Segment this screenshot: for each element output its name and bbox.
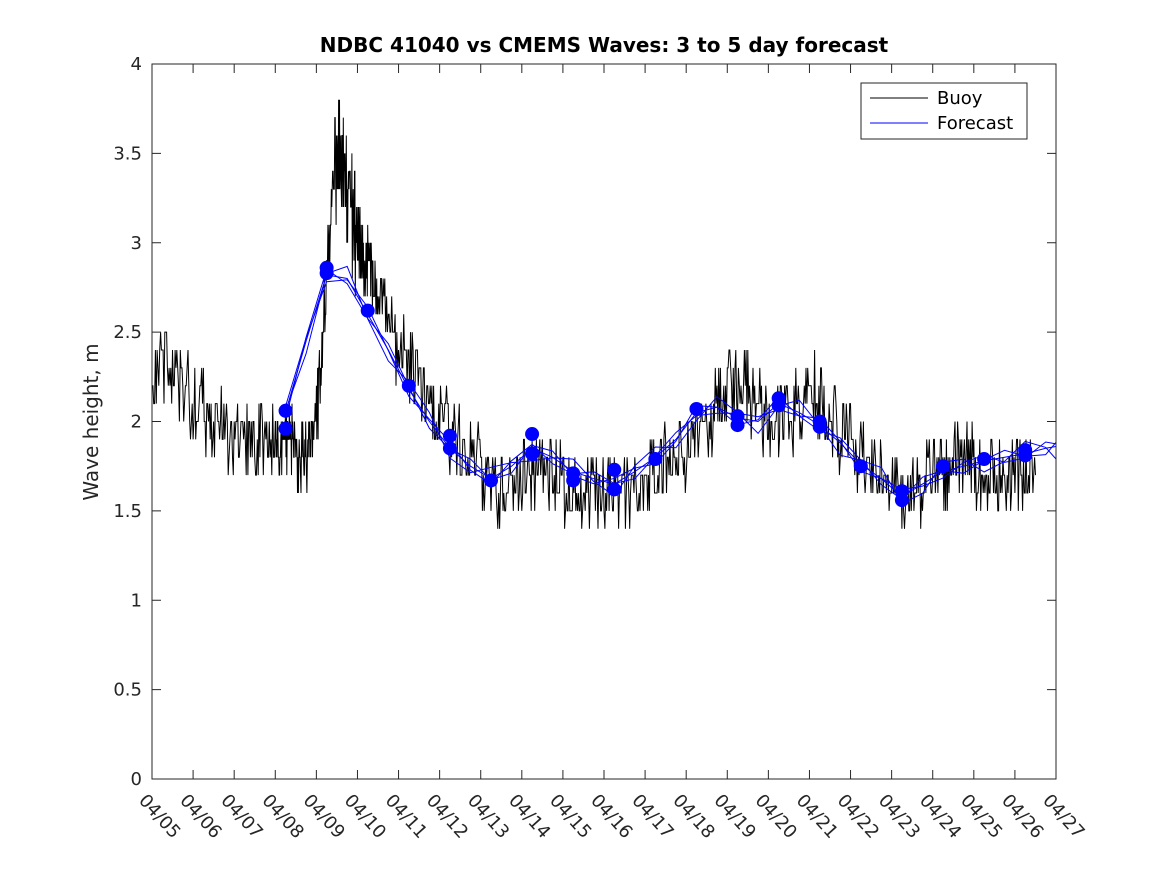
x-tick-label: 04/23 — [874, 790, 924, 843]
forecast-marker — [853, 459, 868, 474]
y-tick-label: 2.5 — [113, 322, 142, 343]
forecast-marker — [525, 446, 540, 461]
forecast-marker — [607, 462, 622, 477]
y-axis: 0 0.5 1 1.5 2 2.5 3 3.5 4 — [113, 54, 1056, 790]
x-tick-label: 04/15 — [545, 790, 595, 843]
forecast-marker — [977, 452, 992, 467]
series-line-buoy — [152, 99, 1036, 529]
forecast-marker — [812, 419, 827, 434]
legend: Buoy Forecast — [860, 82, 1028, 140]
legend-label-buoy: Buoy — [937, 88, 983, 109]
x-tick-label: 04/18 — [668, 790, 718, 843]
y-tick-label: 0 — [131, 769, 142, 790]
legend-label-forecast: Forecast — [937, 113, 1013, 134]
legend-box — [860, 82, 1028, 140]
forecast-marker — [771, 398, 786, 413]
y-tick-label: 1 — [131, 590, 142, 611]
forecast-marker — [525, 427, 540, 442]
x-tick-label: 04/24 — [915, 790, 965, 843]
forecast-marker — [936, 459, 950, 474]
x-tick-label: 04/09 — [299, 790, 349, 843]
x-tick-label: 04/27 — [1038, 790, 1088, 843]
x-tick-label: 04/22 — [833, 790, 883, 843]
forecast-marker — [442, 441, 457, 456]
forecast-marker — [894, 493, 909, 508]
x-tick-label: 04/17 — [627, 790, 677, 843]
x-tick-label: 04/06 — [175, 790, 225, 843]
forecast-marker — [319, 266, 334, 281]
chart-title: NDBC 41040 vs CMEMS Waves: 3 to 5 day fo… — [320, 33, 889, 57]
x-tick-label: 04/05 — [134, 790, 184, 843]
y-tick-label: 3.5 — [113, 143, 142, 164]
y-axis-label: Wave height, m — [79, 343, 103, 500]
forecast-marker — [278, 421, 293, 436]
x-tick-label: 04/25 — [956, 790, 1006, 843]
series-line-forecast-run — [285, 279, 1056, 491]
forecast-marker — [566, 473, 581, 488]
forecast-marker — [401, 378, 416, 393]
x-tick-label: 04/26 — [997, 790, 1047, 843]
x-tick-label: 04/20 — [751, 790, 801, 843]
forecast-marker — [484, 473, 498, 488]
y-tick-label: 1.5 — [113, 501, 142, 522]
forecast-marker — [442, 428, 457, 443]
y-tick-label: 2 — [131, 412, 142, 433]
x-tick-label: 04/07 — [216, 790, 266, 843]
x-tick-label: 04/11 — [381, 790, 431, 843]
x-tick-label: 04/08 — [258, 790, 308, 843]
forecast-marker — [730, 418, 745, 433]
x-tick-label: 04/16 — [586, 790, 636, 843]
forecast-marker — [278, 403, 293, 418]
forecast-marker — [648, 452, 663, 467]
forecast-marker — [607, 482, 622, 497]
y-tick-label: 4 — [131, 54, 142, 75]
x-tick-label: 04/19 — [710, 790, 760, 843]
x-tick-label: 04/21 — [792, 790, 842, 843]
forecast-marker — [1018, 448, 1033, 463]
y-tick-label: 0.5 — [113, 680, 142, 701]
x-tick-label: 04/10 — [340, 790, 390, 843]
forecast-marker — [360, 303, 375, 318]
x-tick-label: 04/14 — [504, 790, 554, 843]
forecast-marker — [689, 401, 704, 416]
y-tick-label: 3 — [131, 233, 142, 254]
x-tick-label: 04/12 — [422, 790, 472, 843]
series-line-forecast-run — [285, 265, 1056, 505]
x-tick-label: 04/13 — [463, 790, 513, 843]
